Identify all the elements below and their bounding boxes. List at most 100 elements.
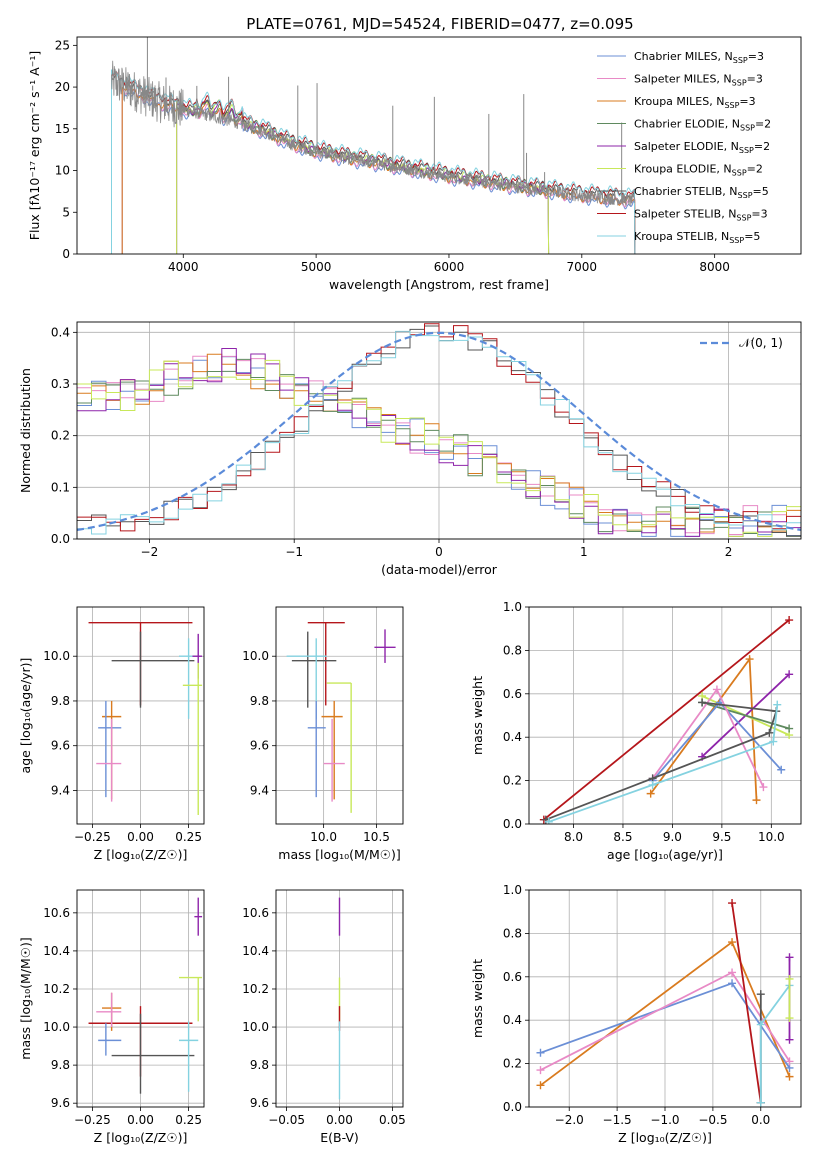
x-tick-label: 7000 — [567, 260, 598, 274]
y-tick-label: 9.4 — [250, 783, 269, 797]
weight-marker — [728, 938, 737, 947]
y-tick-label: 9.8 — [250, 694, 269, 708]
legend-count: =5 — [744, 230, 760, 243]
panel-residuals: −2 −1 0 1 2 0.0 0.1 0.2 0.3 0.4 (data-model)/error… — [18, 321, 802, 577]
x-axis-label: mass [log₁₀(M/M☉)] — [278, 847, 400, 862]
x-tick-label: 0.00 — [127, 1113, 154, 1127]
panel-age-vs-mass: 10.0 10.5 9.4 9.6 9.8 10.0 mass [log₁₀(M/M☉)] — [242, 606, 404, 862]
weight-marker — [536, 1066, 545, 1075]
y-tick-label: 20 — [55, 80, 70, 94]
weight-marker — [785, 974, 794, 983]
panel-spectrum: 4000 5000 6000 7000 8000 0 5 10 15 20 25 wavelength… — [27, 36, 802, 292]
plot-area-weight-vs-age — [539, 616, 794, 824]
legend-entry: Kroupa ELODIE, NSSP=2 — [634, 163, 763, 178]
y-tick-label: 0.1 — [51, 480, 70, 494]
panel-weight-vs-age: 8.0 8.5 9.0 9.5 10.0 0.0 0.2 0.4 0.6 0.8 1.0 age [l… — [470, 600, 802, 862]
x-axis-label: age [log₁₀(age/yr)] — [607, 847, 723, 862]
normal-curve — [77, 331, 801, 531]
y-tick-label: 5 — [62, 205, 70, 219]
weight-marker — [728, 968, 737, 977]
legend-entry: Kroupa MILES, NSSP=3 — [634, 95, 756, 110]
histogram-step — [77, 359, 801, 537]
legend-count: =3 — [748, 50, 764, 63]
x-tick-label: 1 — [580, 545, 588, 559]
y-tick-label: 0.3 — [51, 377, 70, 391]
histogram-step — [77, 348, 801, 537]
y-tick-label: 10.0 — [242, 1020, 269, 1034]
x-tick-label: 10.0 — [310, 830, 337, 844]
x-axis-label: (data-model)/error — [381, 562, 498, 577]
x-tick-label: −0.25 — [74, 1113, 111, 1127]
y-tick-label: 9.4 — [51, 783, 70, 797]
x-tick-label: −0.25 — [74, 830, 111, 844]
y-axis-label: age [log₁₀(age/yr)] — [18, 658, 33, 774]
axes-frame — [275, 606, 404, 825]
legend-count: =3 — [751, 208, 767, 221]
legend-subscript: SSP — [738, 191, 753, 200]
weight-marker — [759, 783, 768, 792]
legend-entry: Salpeter MILES, NSSP=3 — [634, 73, 763, 88]
x-tick-label: 0.25 — [175, 830, 202, 844]
legend-entry: Salpeter STELIB, NSSP=3 — [634, 208, 768, 223]
legend-entry: Chabrier MILES, NSSP=3 — [634, 50, 764, 65]
weight-marker — [698, 698, 707, 707]
x-tick-label: 0.05 — [379, 1113, 406, 1127]
weight-marker — [769, 737, 778, 746]
legend-count: =2 — [747, 163, 763, 176]
y-axis-label: mass weight — [470, 959, 485, 1038]
plot-area-age-vs-Z — [88, 621, 203, 816]
x-tick-label: 0.0 — [751, 1113, 770, 1127]
plot-area-mass-vs-Z — [88, 897, 203, 1094]
x-tick-label: 8.0 — [564, 830, 583, 844]
axes-frame — [76, 606, 205, 825]
legend-subscript: SSP — [732, 79, 747, 88]
panel-mass-vs-Z: −0.25 0.00 0.25 9.6 9.8 10.0 10.2 10.4 10.6 Z [lo… — [18, 889, 205, 1145]
weight-marker — [785, 616, 794, 625]
weight-marker — [785, 1035, 794, 1044]
x-tick-label: 10.0 — [758, 830, 785, 844]
y-axis-label: Normed distribution — [18, 368, 33, 493]
y-tick-label: 9.8 — [51, 694, 70, 708]
y-tick-label: 10.4 — [242, 944, 269, 958]
y-axis-label: mass [log₁₀(M/M☉)] — [18, 937, 33, 1059]
x-tick-label: −0.05 — [268, 1113, 305, 1127]
figure-title: PLATE=0761, MJD=54524, FIBERID=0477, z=0… — [246, 15, 633, 33]
weight-marker — [785, 724, 794, 733]
y-tick-label: 10.0 — [242, 649, 269, 663]
weight-marker — [536, 1048, 545, 1057]
y-tick-label: 25 — [55, 38, 70, 52]
y-tick-label: 10.4 — [43, 944, 70, 958]
legend-subscript: SSP — [739, 146, 754, 155]
y-tick-label: 0.6 — [503, 970, 522, 984]
axes-frame — [76, 36, 802, 255]
legend-entry: Chabrier ELODIE, NSSP=2 — [634, 118, 771, 133]
weight-marker — [785, 1014, 794, 1023]
weight-marker — [785, 1057, 794, 1066]
plot-area-spectrum — [111, 37, 636, 254]
weight-marker — [536, 1081, 545, 1090]
axes-frame — [275, 889, 404, 1108]
x-tick-label: 8.5 — [613, 830, 632, 844]
x-tick-label: 0.25 — [175, 1113, 202, 1127]
y-tick-label: 9.6 — [51, 739, 70, 753]
y-tick-label: 10.0 — [43, 649, 70, 663]
legend-entry: Chabrier STELIB, NSSP=5 — [634, 185, 769, 200]
weight-marker — [756, 1020, 765, 1029]
x-axis-label: E(B-V) — [320, 1130, 359, 1145]
weight-marker — [544, 817, 553, 824]
weight-marker — [728, 979, 737, 988]
y-axis-label: mass weight — [470, 676, 485, 755]
y-tick-label: 10.2 — [242, 982, 269, 996]
x-tick-label: 0 — [435, 545, 443, 559]
y-tick-label: 10.0 — [43, 1020, 70, 1034]
weight-line — [543, 619, 790, 821]
x-tick-label: 9.5 — [712, 830, 731, 844]
y-tick-label: 10.2 — [43, 982, 70, 996]
y-tick-label: 9.6 — [51, 1096, 70, 1110]
y-tick-label: 0.4 — [51, 325, 70, 339]
weight-marker — [752, 796, 761, 805]
x-tick-label: 2 — [725, 545, 733, 559]
x-tick-label: 5000 — [301, 260, 332, 274]
x-axis-label: wavelength [Angstrom, rest frame] — [329, 277, 549, 292]
x-tick-label: −1 — [285, 545, 303, 559]
